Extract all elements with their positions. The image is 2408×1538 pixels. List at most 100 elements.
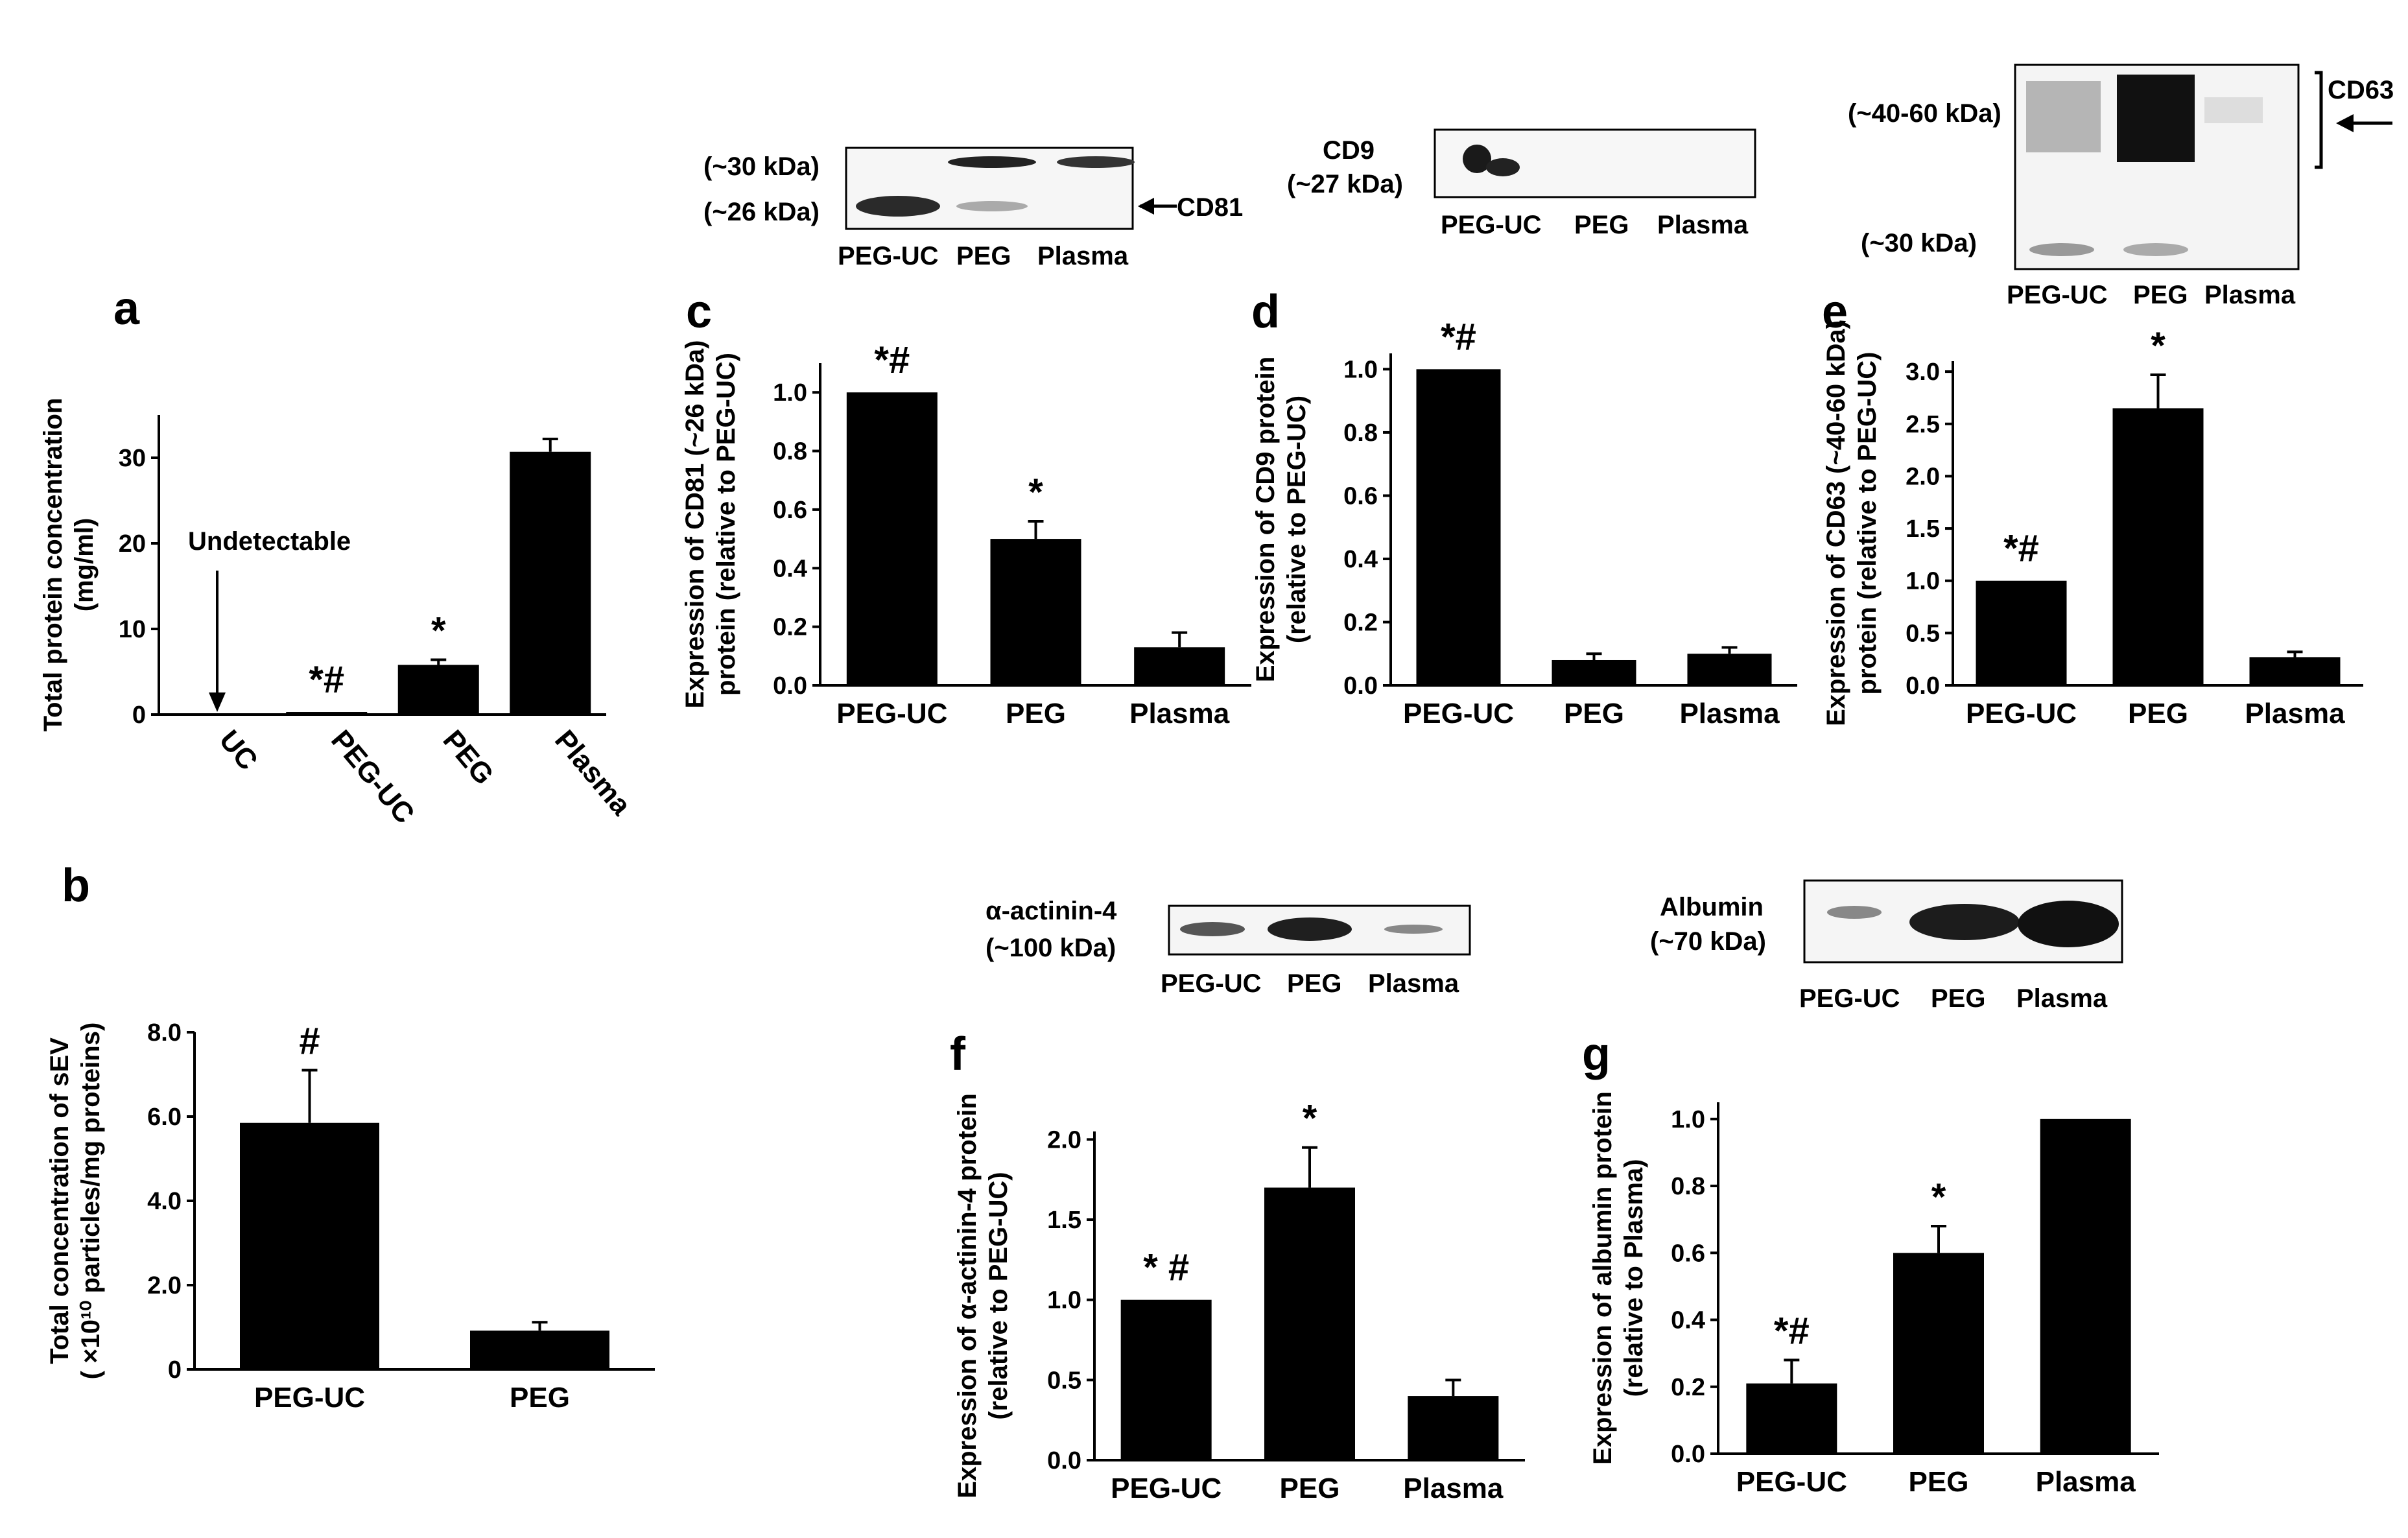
- annotation-arrowhead-icon: [209, 692, 226, 712]
- bar: [1134, 647, 1225, 685]
- x-tick-label: PEG-UC: [836, 698, 947, 729]
- y-tick-label: 1.5: [1906, 515, 1940, 543]
- panel-label-g: g: [1582, 1028, 1611, 1080]
- y-tick-label: 2.0: [1906, 463, 1940, 490]
- y-axis-label: Expression of albumin protein: [1588, 1091, 1617, 1465]
- blot-g-band: [1827, 906, 1882, 919]
- y-tick-label: 2.5: [1906, 411, 1940, 438]
- y-tick-label: 6.0: [147, 1104, 182, 1131]
- y-axis-label: Total concentration of sEV: [45, 1037, 74, 1364]
- blot-c: (~30 kDa) (~26 kDa) PEG-UC PEG Plasma CD…: [703, 147, 1243, 270]
- x-tick-label: Plasma: [2036, 1466, 2136, 1498]
- y-tick-label: 2.0: [147, 1272, 182, 1299]
- y-axis-label: (mg/ml): [70, 518, 99, 611]
- significance-mark: *: [431, 610, 446, 652]
- blot-c-arrowhead-icon: [1138, 198, 1154, 215]
- blot-f-lane-3: Plasma: [1368, 969, 1459, 998]
- y-tick-label: 10: [119, 616, 146, 643]
- y-tick-label: 1.0: [1671, 1106, 1705, 1133]
- y-tick-label: 1.0: [1906, 568, 1940, 595]
- significance-mark: *#: [874, 339, 910, 381]
- blot-d-name: CD9: [1323, 136, 1375, 165]
- bar: [1746, 1383, 1837, 1454]
- blot-c-size-26: (~26 kDa): [703, 198, 820, 226]
- bar: [2040, 1118, 2131, 1454]
- x-tick-label: PEG: [437, 724, 500, 791]
- bar: [286, 712, 368, 715]
- x-tick-label: Plasma: [2245, 698, 2345, 729]
- y-tick-label: 0.0: [1906, 672, 1940, 700]
- x-tick-label: Plasma: [549, 724, 637, 822]
- x-tick-label: PEG: [1006, 698, 1066, 729]
- chart-f: f 0.0 0.5 1.0 1.5 2.0 Expression of α-actinin-…: [950, 1028, 1525, 1504]
- bar: [1416, 369, 1501, 685]
- blot-e-band: [2117, 75, 2195, 162]
- significance-mark: *: [1931, 1176, 1946, 1218]
- significance-mark: * #: [1143, 1247, 1189, 1289]
- significance-mark: *: [1028, 471, 1043, 514]
- bar: [1893, 1253, 1984, 1454]
- bar: [240, 1122, 379, 1369]
- y-tick-label: 0.2: [773, 614, 807, 641]
- panel-label-f: f: [950, 1028, 966, 1080]
- blot-g-lane-3: Plasma: [2016, 984, 2108, 1013]
- panel-label-c: c: [686, 286, 712, 338]
- y-tick-label: 0.6: [1343, 482, 1378, 510]
- blot-f-lane-1: PEG-UC: [1161, 969, 1262, 998]
- y-tick-label: 1.0: [1047, 1287, 1081, 1314]
- blot-e-bracket: [2315, 71, 2323, 169]
- blot-f-name: α-actinin-4: [986, 897, 1117, 925]
- chart-a: a 0 10 20 30 Total protein concentration (mg/m…: [39, 283, 637, 830]
- significance-mark: *: [1303, 1098, 1317, 1140]
- blot-c-band: [956, 201, 1028, 211]
- blot-e-lane-1: PEG-UC: [2007, 281, 2108, 309]
- y-tick-label: 0.4: [1343, 546, 1378, 573]
- bar: [2249, 657, 2341, 685]
- y-axis-label: Expression of CD63 (~40-60 kDa): [1822, 320, 1850, 726]
- bar: [1552, 659, 1636, 685]
- bar: [397, 665, 479, 715]
- y-axis-label: (relative to PEG-UC): [1282, 396, 1311, 643]
- chart-e: e 0.0 0.5 1.0 1.5 2.0 2.5 3.0 Expression of CD63…: [1822, 286, 2363, 729]
- blot-f-size: (~100 kDa): [986, 934, 1116, 962]
- y-tick-label: 0.6: [773, 497, 807, 524]
- panel-label-e: e: [1822, 286, 1848, 338]
- blot-d-size: (~27 kDa): [1287, 170, 1403, 198]
- y-tick-label: 2.0: [1047, 1126, 1081, 1154]
- x-tick-label: PEG-UC: [1966, 698, 2077, 729]
- blot-e: (~40-60 kDa) (~30 kDa) PEG-UC PEG Plasma…: [1848, 64, 2394, 309]
- y-tick-label: 0.0: [1343, 672, 1378, 700]
- y-tick-label: 0.8: [773, 438, 807, 466]
- blot-e-arrowhead-icon: [2336, 114, 2354, 132]
- blot-g-band: [1909, 904, 2020, 940]
- blot-f-band: [1384, 925, 1443, 934]
- y-tick-label: 0.0: [773, 672, 807, 700]
- y-tick-label: 4.0: [147, 1188, 182, 1215]
- y-axis-label: (relative to PEG-UC): [984, 1172, 1013, 1419]
- blot-d-band: [1486, 158, 1520, 176]
- x-tick-label: PEG: [1564, 698, 1624, 729]
- x-tick-label: PEG-UC: [1403, 698, 1514, 729]
- x-tick-label: PEG: [2128, 698, 2188, 729]
- bar: [1120, 1299, 1212, 1460]
- y-tick-label: 3.0: [1906, 359, 1940, 386]
- y-tick-label: 1.5: [1047, 1207, 1081, 1234]
- blot-e-lane-3: Plasma: [2204, 281, 2296, 309]
- y-tick-label: 30: [119, 445, 146, 472]
- y-axis-label: Expression of CD81 (~26 kDa): [681, 340, 709, 709]
- y-axis-label: (relative to Plasma): [1620, 1159, 1648, 1397]
- y-tick-label: 0.8: [1343, 420, 1378, 447]
- panel-label-b: b: [62, 860, 90, 912]
- x-tick-label: PEG: [1909, 1466, 1969, 1498]
- blot-e-band: [2026, 81, 2101, 152]
- chart-d: d 0.0 0.2 0.4 0.6 0.8 1.0 Expression of CD9 pro…: [1251, 286, 1797, 729]
- significance-mark: *#: [309, 659, 344, 701]
- blot-e-marker: CD63: [2328, 76, 2394, 104]
- blot-f: α-actinin-4 (~100 kDa) PEG-UC PEG Plasma: [986, 897, 1471, 998]
- blot-g-lane-1: PEG-UC: [1799, 984, 1900, 1013]
- panel-label-a: a: [113, 283, 140, 335]
- y-axis-label: Expression of α-actinin-4 protein: [953, 1093, 982, 1498]
- blot-c-band: [856, 196, 940, 217]
- blot-g-lane-2: PEG: [1931, 984, 1985, 1013]
